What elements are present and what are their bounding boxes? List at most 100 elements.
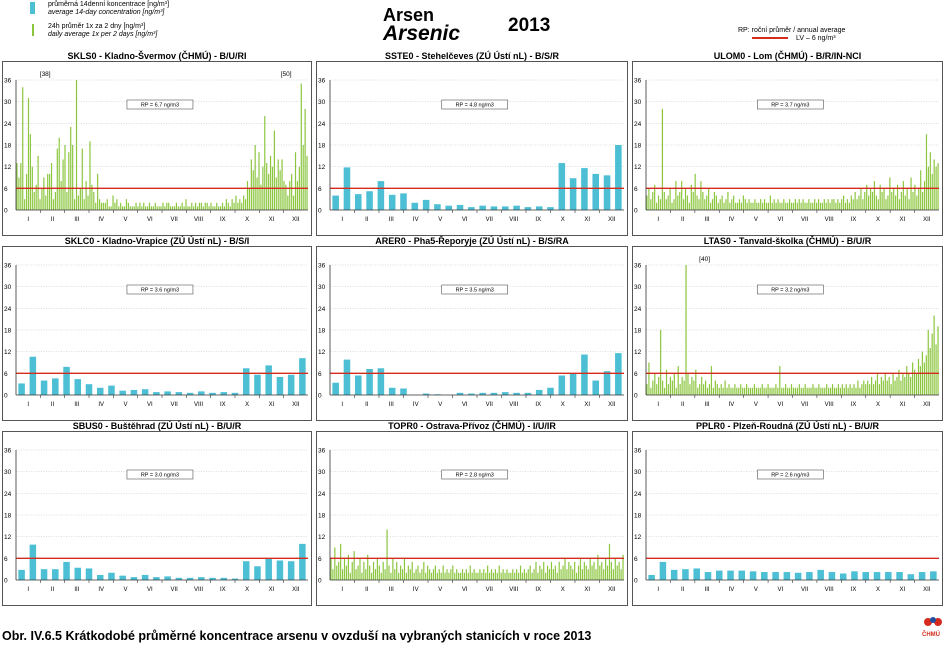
- data-bar: [361, 572, 363, 580]
- data-bar: [239, 199, 241, 210]
- data-bar: [612, 569, 614, 580]
- data-bar: [33, 191, 35, 210]
- data-bar: [883, 188, 885, 210]
- data-bar: [183, 206, 185, 210]
- data-bar: [719, 199, 721, 210]
- data-bar: [667, 195, 669, 210]
- data-bar: [494, 569, 496, 580]
- data-bar: [63, 366, 70, 395]
- x-tick-label: V: [754, 217, 758, 223]
- figure-caption: Obr. IV.6.5 Krátkodobé průměrné koncentr…: [2, 629, 592, 643]
- x-tick-label: VIII: [194, 217, 203, 223]
- data-bar: [806, 387, 808, 395]
- data-bar: [353, 551, 355, 580]
- x-tick-label: X: [245, 402, 249, 408]
- data-bar: [902, 181, 904, 210]
- x-tick-label: III: [389, 587, 394, 593]
- data-bar: [718, 387, 720, 395]
- data-bar: [123, 206, 126, 210]
- data-bar: [242, 561, 250, 580]
- data-bar: [150, 206, 153, 210]
- x-tick-label: I: [341, 402, 343, 408]
- data-bar: [657, 195, 660, 210]
- panel-frame: [316, 431, 628, 606]
- data-bar: [16, 163, 18, 210]
- data-bar: [216, 202, 218, 210]
- data-bar: [243, 195, 245, 210]
- data-bar: [829, 387, 832, 395]
- data-bar: [137, 206, 139, 210]
- data-bar: [734, 384, 736, 395]
- data-bar: [890, 384, 892, 395]
- data-bar: [815, 202, 818, 210]
- data-bar: [828, 387, 830, 395]
- data-bar: [334, 547, 336, 580]
- data-bar: [533, 569, 535, 580]
- data-bar: [850, 195, 852, 210]
- data-bar: [369, 565, 371, 580]
- y-tick-label: 12: [318, 349, 326, 356]
- data-bar: [860, 188, 862, 210]
- data-bar: [41, 188, 43, 210]
- data-bar: [338, 561, 340, 580]
- data-bar: [693, 568, 700, 580]
- data-bar: [87, 195, 89, 210]
- x-tick-label: III: [389, 402, 394, 408]
- data-bar: [812, 384, 814, 395]
- data-bar: [849, 384, 851, 395]
- data-bar: [663, 387, 666, 395]
- data-bar: [198, 577, 205, 580]
- data-bar: [52, 199, 55, 210]
- data-bar: [231, 578, 239, 580]
- chart-panel-ltas0: 0 6 12 18 24 30 36 I II III IV V VI VII VIII IX X XI XII RP…: [632, 236, 943, 421]
- data-bar: [726, 387, 728, 395]
- data-bar: [202, 206, 204, 210]
- data-bar: [865, 384, 867, 395]
- data-bar: [220, 577, 228, 580]
- data-bar: [185, 199, 187, 210]
- data-bar: [568, 561, 570, 580]
- data-bar: [874, 380, 877, 395]
- data-bar: [812, 202, 814, 210]
- data-bar: [818, 384, 820, 395]
- data-bar: [514, 572, 516, 580]
- data-bar: [380, 572, 382, 580]
- data-bar: [658, 376, 660, 395]
- data-bar: [702, 191, 704, 210]
- data-bar: [411, 202, 419, 210]
- y-tick-label: 30: [318, 99, 326, 106]
- data-bar: [650, 387, 652, 395]
- data-bar: [843, 387, 845, 395]
- data-bar: [735, 202, 737, 210]
- data-bar: [769, 195, 771, 210]
- data-bar: [40, 569, 48, 580]
- x-tick-label: IX: [220, 402, 226, 408]
- data-bar: [777, 387, 779, 395]
- data-bar: [547, 387, 554, 395]
- y-tick-label: 12: [634, 534, 642, 541]
- data-bar: [467, 572, 469, 580]
- data-bar: [186, 577, 194, 580]
- data-bar: [694, 173, 696, 210]
- data-bar: [757, 387, 759, 395]
- data-bar: [785, 384, 787, 395]
- data-bar: [695, 369, 697, 395]
- data-bar: [141, 389, 149, 395]
- data-bar: [386, 529, 388, 580]
- data-bar: [769, 387, 771, 395]
- data-bar: [502, 569, 504, 580]
- title-year: 2013: [508, 15, 551, 36]
- data-bar: [824, 387, 826, 395]
- panel-frame: [316, 61, 628, 236]
- data-bar: [479, 392, 486, 395]
- data-bar: [692, 191, 694, 210]
- data-bar: [906, 188, 908, 210]
- annual-average-box: [126, 99, 194, 110]
- data-bar: [804, 384, 806, 395]
- data-bar: [473, 569, 475, 580]
- data-bar: [916, 195, 918, 210]
- x-tick-label: IX: [535, 217, 541, 223]
- data-bar: [93, 191, 95, 210]
- data-bar: [465, 569, 467, 580]
- data-bar: [54, 191, 56, 210]
